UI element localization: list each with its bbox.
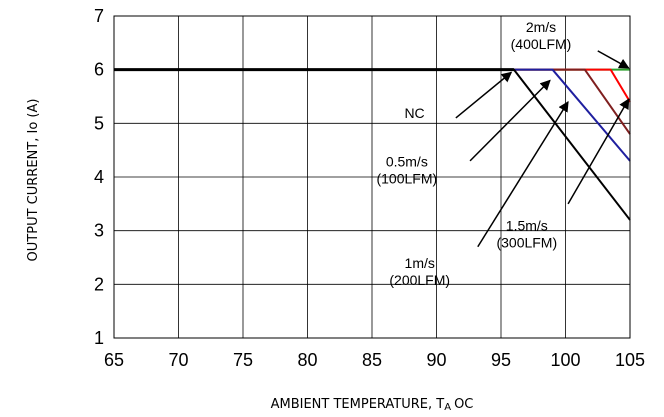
x-axis-title-sub: A bbox=[444, 402, 451, 413]
annotation-label: NC bbox=[404, 105, 424, 121]
annotation-label: 1.5m/s (300LFM) bbox=[496, 218, 557, 251]
annotation-arrow bbox=[567, 98, 630, 205]
annotation-line: 1m/s bbox=[405, 255, 435, 271]
annotation-line: 2m/s bbox=[526, 19, 556, 35]
annotation-arrow bbox=[597, 50, 630, 69]
x-tick-label: 65 bbox=[104, 350, 124, 370]
annotation-line: (300LFM) bbox=[496, 235, 557, 251]
y-tick-label: 4 bbox=[94, 167, 104, 187]
annotations: NC 0.5m/s (100LFM) 1m/s (200LFM) 1.5m/s (300LF… bbox=[376, 19, 630, 288]
x-tick-label: 85 bbox=[362, 350, 382, 370]
y-tick-label: 1 bbox=[94, 328, 104, 348]
y-tick-label: 3 bbox=[94, 221, 104, 241]
y-tick-label: 6 bbox=[94, 60, 104, 80]
annotation-line: 1.5m/s bbox=[506, 218, 548, 234]
y-tick-label: 7 bbox=[94, 6, 104, 26]
annotation-label: 2m/s (400LFM) bbox=[511, 19, 572, 52]
x-tick-label: 75 bbox=[233, 350, 253, 370]
annotation-line: (200LFM) bbox=[389, 272, 450, 288]
x-axis-title-unit: OC bbox=[454, 397, 473, 412]
annotation-arrow bbox=[469, 79, 551, 162]
series-lines bbox=[114, 68, 631, 221]
annotation-line: NC bbox=[404, 105, 424, 121]
x-tick-label: 95 bbox=[491, 350, 511, 370]
x-axis-title: AMBIENT TEMPERATURE, TA OC bbox=[271, 397, 474, 413]
x-axis-title-main: AMBIENT TEMPERATURE, T bbox=[271, 397, 445, 412]
annotation-line: (100LFM) bbox=[376, 170, 437, 186]
x-tick-label: 70 bbox=[168, 350, 188, 370]
x-tick-label: 105 bbox=[615, 350, 645, 370]
annotation-label: 1m/s (200LFM) bbox=[389, 255, 450, 288]
x-tick-label: 80 bbox=[297, 350, 317, 370]
y-tick-labels: 1 2 3 4 5 6 7 bbox=[94, 6, 104, 348]
annotation-label: 0.5m/s (100LFM) bbox=[376, 153, 437, 186]
x-tick-labels: 65 70 75 80 85 90 95 100 105 bbox=[104, 350, 645, 370]
y-tick-label: 5 bbox=[94, 113, 104, 133]
annotation-arrow bbox=[477, 100, 569, 248]
annotation-arrow bbox=[455, 71, 513, 119]
plot-frame bbox=[113, 15, 631, 339]
annotation-line: 0.5m/s bbox=[386, 153, 428, 169]
annotation-line: (400LFM) bbox=[511, 36, 572, 52]
x-tick-label: 100 bbox=[550, 350, 580, 370]
y-axis-title: OUTPUT CURRENT, Io (A) bbox=[26, 99, 41, 262]
y-tick-label: 2 bbox=[94, 274, 104, 294]
x-tick-label: 90 bbox=[426, 350, 446, 370]
